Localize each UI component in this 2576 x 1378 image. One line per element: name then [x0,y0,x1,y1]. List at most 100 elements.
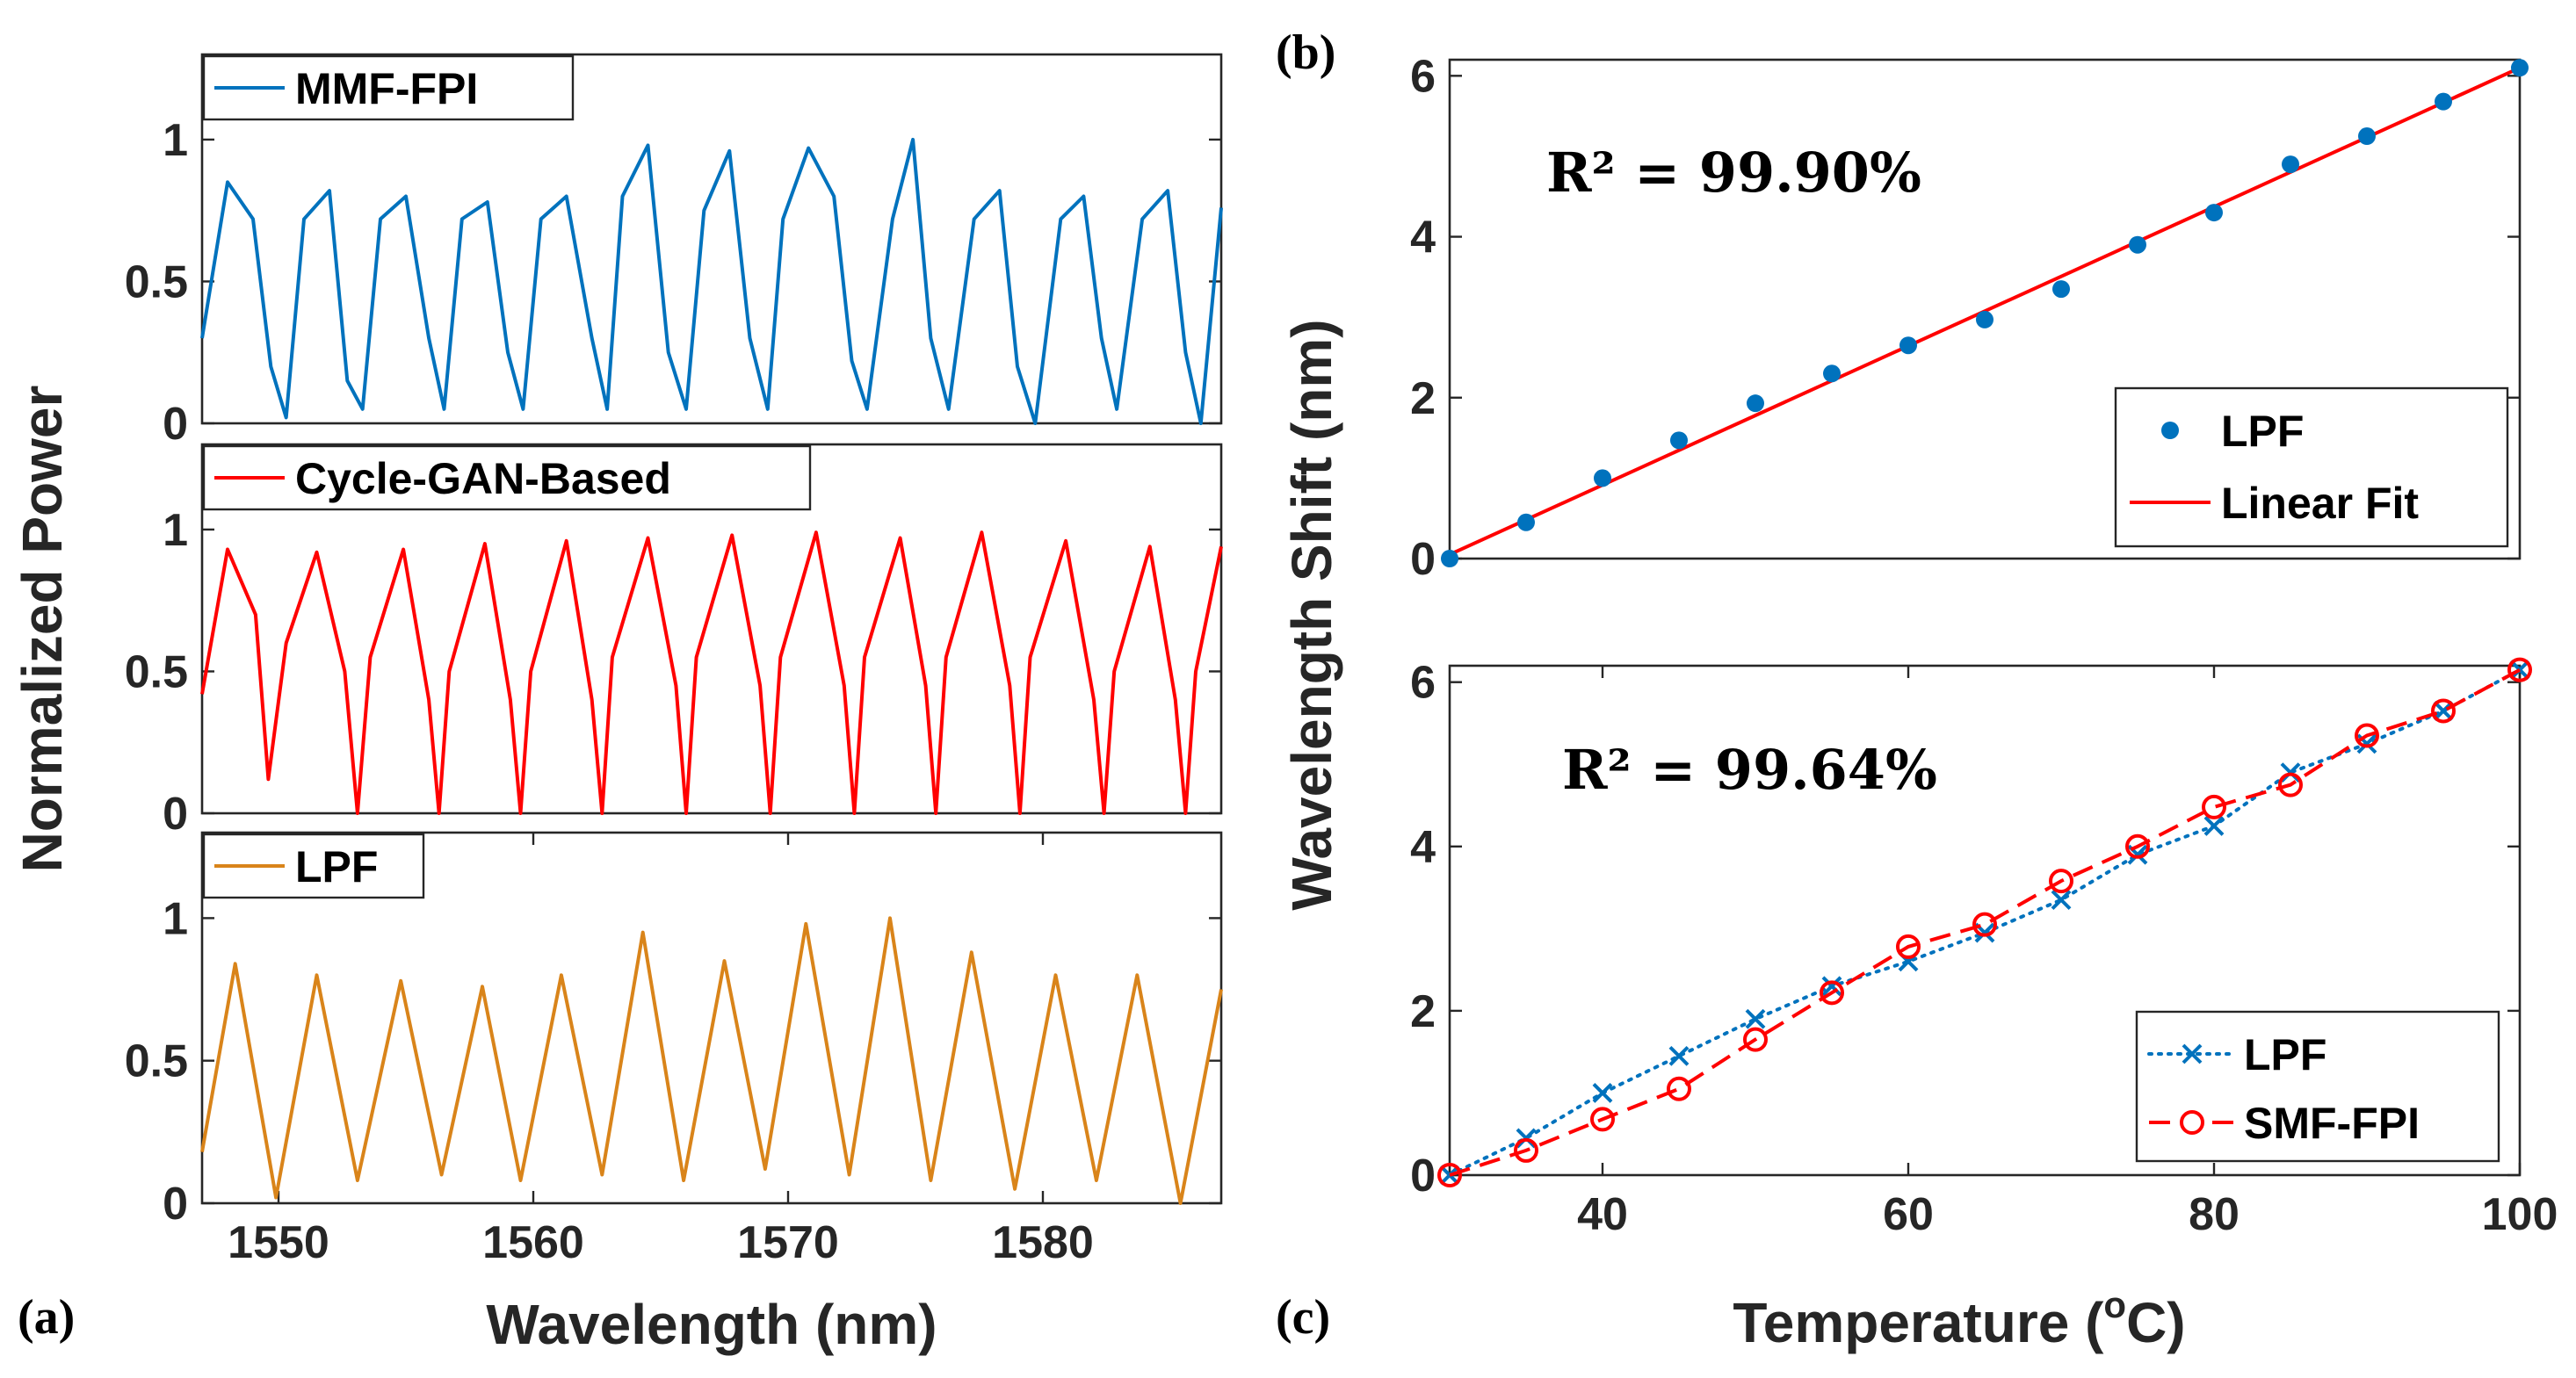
lpf-marker [2509,660,2530,681]
axes-frame-a2 [200,443,1223,815]
lpf-point [2511,59,2529,77]
lpf-point [1441,550,1458,567]
series-line-a2 [200,530,1223,815]
legend-label-lpf: LPF [2221,407,2304,456]
ytick-label-a2: 0.5 [125,646,188,697]
lpf-point [1823,364,1841,383]
legend-label-lpf-c: LPF [2244,1030,2326,1079]
legend-label-a2: Cycle-GAN-Based [295,454,671,503]
smf-fpi-marker [2431,698,2456,724]
ytick-label-b: 0 [1410,534,1436,585]
lpf-point [1899,336,1917,355]
legend-box-c [2135,1010,2500,1163]
smf-fpi-marker [2507,657,2532,682]
r2-annotation-b: R² = 99.90% [1546,141,1921,205]
lpf-point [2282,155,2299,174]
lpf-point [2205,204,2223,222]
xtick-label-a3: 1550 [228,1217,329,1268]
smf-fpi-marker [1743,1027,1768,1052]
lpf-marker [2203,816,2225,836]
smf-fpi-marker [2125,833,2150,859]
lpf-marker [1745,1008,1766,1029]
ytick-label-a2: 0 [163,789,188,840]
xtick-label-c: 40 [1577,1189,1628,1240]
smf-fpi-marker [1667,1076,1691,1101]
xtick-label-c: 80 [2189,1189,2240,1240]
xtick-label-a3: 1580 [992,1217,1094,1268]
ytick-label-a1: 0.5 [125,256,188,307]
smf-fpi-line [1449,667,2521,1177]
lpf-point [1594,469,1611,487]
bc-ylabel: Wavelength Shift (nm) [1280,319,1343,910]
lpf-marker [1668,1045,1690,1066]
lpf-point [1517,513,1535,531]
lpf-point [2052,280,2070,299]
plot-c-comparison: 0 2 4 6 40 60 80 100 LPF SMF-FPI [1410,657,2558,1240]
r2-annotation-c: R² = 99.64% [1562,738,1937,802]
lpf-marker [1821,976,1842,997]
ytick-label-a3: 0.5 [125,1036,188,1087]
ytick-label-a3: 1 [163,893,188,944]
panel-a-label: (a) [18,1290,75,1345]
lpf-point [1670,431,1688,450]
c-xlabel-prefix: Temperature ( [1733,1291,2104,1354]
ytick-label-a2: 1 [163,505,188,556]
lpf-point [2358,127,2376,146]
legend-marker-lpf [2161,422,2179,439]
xtick-label-c: 60 [1883,1189,1934,1240]
ytick-label-c: 0 [1410,1151,1436,1201]
legend-label-smf: SMF-FPI [2244,1099,2420,1148]
series-line-a3 [200,916,1223,1205]
xtick-label-a3: 1560 [482,1217,584,1268]
plot-a3-lpf: 0 0.5 1 1550 1560 1570 1580 LPF [125,831,1223,1268]
ytick-label-a1: 1 [163,115,188,166]
axes-frame-a3 [200,831,1223,1205]
lpf-point [1747,394,1764,413]
c-xlabel: Temperature (oC) [1733,1284,2185,1354]
ytick-label-b: 4 [1410,213,1436,263]
smf-fpi-marker [1590,1107,1615,1132]
c-xlabel-sup: o [2103,1284,2126,1325]
lpf-marker [2051,890,2072,911]
xtick-label-a3: 1570 [737,1217,839,1268]
xtick-label-c: 100 [2482,1189,2558,1240]
smf-fpi-marker [1972,912,1997,937]
a-ylabel: Normalized Power [11,386,74,873]
ytick-label-c: 2 [1410,986,1436,1037]
ytick-label-c: 4 [1410,822,1436,873]
plot-b-linear-fit: 0 2 4 6 LPF Linear Fit [1410,51,2529,585]
smf-fpi-marker [1820,980,1844,1006]
panel-b-label: (b) [1276,25,1335,80]
lpf-marker [2280,762,2301,783]
smf-fpi-marker [2049,869,2073,894]
lpf-marker [2433,701,2454,721]
smf-fpi-marker [2202,794,2226,819]
plot-a2-cycle-gan: 0 0.5 1 Cycle-GAN-Based [125,443,1223,840]
lpf-point [2129,235,2146,254]
lpf-marker [1592,1083,1613,1103]
legend-label-fit: Linear Fit [2221,479,2419,528]
axes-frame-c [1448,664,2522,1177]
plot-a1-mmf-fpi: 0 0.5 1 MMF-FPI [125,53,1223,450]
panel-c-label: (c) [1276,1290,1330,1345]
legend-box-a2 [202,444,812,511]
smf-fpi-marker [2278,772,2303,797]
ytick-label-b: 2 [1410,373,1436,424]
legend-box-b [2114,386,2509,548]
legend-label-a3: LPF [295,842,378,891]
smf-fpi-marker [1896,934,1921,959]
smf-fpi-marker [2355,723,2379,748]
ytick-label-a1: 0 [163,399,188,450]
axes-frame-b [1448,58,2522,560]
smf-fpi-marker [1514,1137,1538,1163]
axes-frame-a1 [200,53,1223,425]
ytick-label-a3: 0 [163,1179,188,1230]
ytick-label-b: 6 [1410,51,1436,102]
legend-marker-lpf-c [2182,1043,2203,1064]
lpf-point [2435,92,2452,111]
legend-label-a1: MMF-FPI [295,64,478,113]
a-xlabel: Wavelength (nm) [486,1293,937,1356]
c-xlabel-suffix: C) [2126,1291,2186,1354]
lpf-marker [1516,1128,1537,1149]
